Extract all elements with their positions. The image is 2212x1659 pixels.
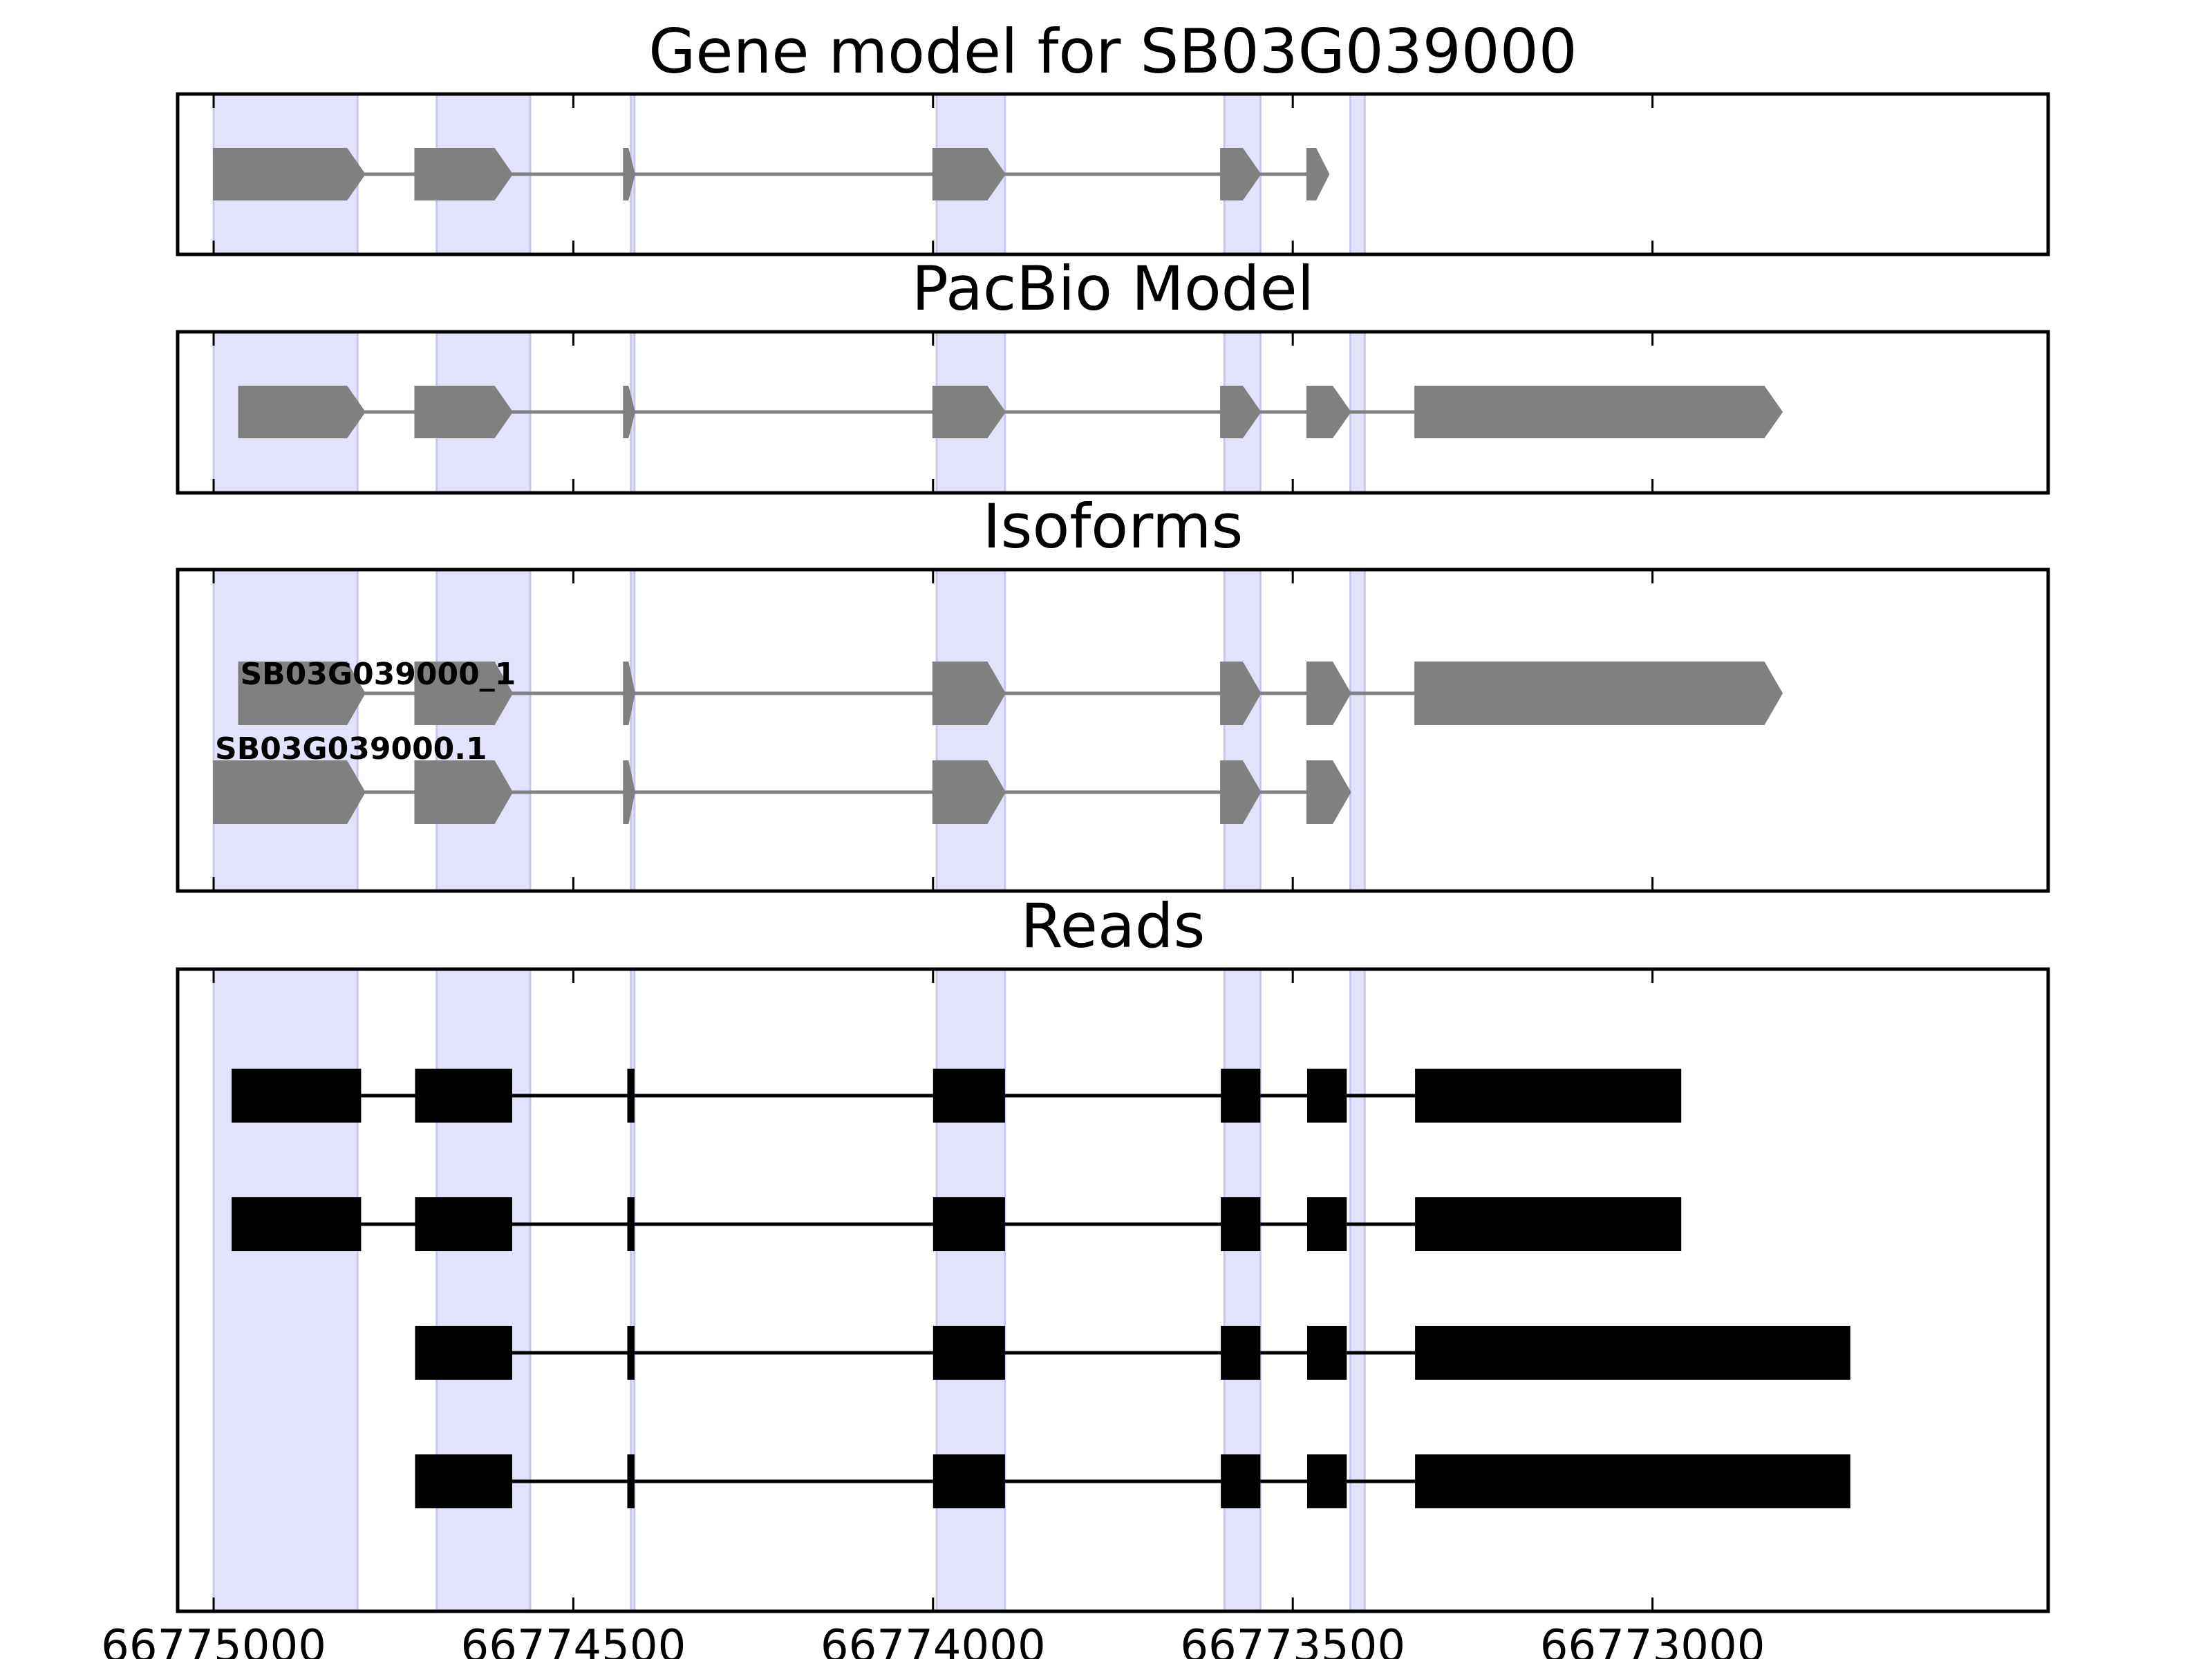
read-block	[232, 1197, 362, 1251]
exon-shape	[238, 386, 366, 438]
x-tick-label: 66775000	[101, 1621, 326, 1659]
highlight-region	[435, 968, 532, 1613]
exon-shape	[1414, 662, 1783, 725]
panel-title: Reads	[1021, 890, 1206, 962]
x-tick-label: 66774500	[461, 1621, 686, 1659]
exon-shape	[1306, 386, 1351, 438]
panel-title: Isoforms	[983, 491, 1244, 562]
panel-frame	[176, 330, 2050, 495]
read-block	[1307, 1454, 1347, 1508]
highlight-region	[1223, 968, 1262, 1613]
exon-shape	[1220, 386, 1262, 438]
exon-shape	[623, 148, 635, 200]
highlight-region	[212, 968, 359, 1613]
x-tick-label: 66774000	[821, 1621, 1046, 1659]
isoform-label: SB03G039000.1	[215, 731, 487, 767]
gene-track	[238, 386, 1783, 438]
read-block	[415, 1454, 512, 1508]
exon-shape	[414, 148, 514, 200]
exon-shape	[213, 148, 366, 200]
panel-frame	[176, 92, 2050, 256]
highlight-region	[1349, 968, 1366, 1613]
exon-shape	[1414, 386, 1783, 438]
panel-1: PacBio Model	[176, 253, 2050, 495]
exon-shape	[414, 386, 514, 438]
highlight-region	[935, 568, 1006, 892]
read-block	[627, 1197, 635, 1251]
exon-shape	[932, 760, 1006, 824]
read-track	[232, 1197, 1682, 1251]
read-block	[1221, 1069, 1261, 1123]
exon-shape	[623, 386, 635, 438]
read-block	[627, 1454, 635, 1508]
highlight-region	[630, 968, 636, 1613]
highlight-region	[435, 568, 532, 892]
exon-shape	[932, 148, 1006, 200]
exon-shape	[414, 760, 514, 824]
read-block	[1221, 1454, 1261, 1508]
exon-shape	[1220, 148, 1262, 200]
panel-title: PacBio Model	[912, 253, 1314, 324]
read-track	[415, 1326, 1850, 1380]
exon-shape	[1306, 148, 1330, 200]
read-block	[627, 1069, 635, 1123]
read-block	[1221, 1326, 1261, 1380]
gene-track: SB03G039000_1	[238, 657, 1783, 725]
panel-3: Reads	[176, 890, 2050, 1613]
read-track	[415, 1454, 1850, 1508]
highlight-region	[630, 568, 636, 892]
highlight-region	[1223, 568, 1262, 892]
highlight-region	[935, 968, 1006, 1613]
highlight-region	[1349, 568, 1366, 892]
highlight-region	[212, 568, 359, 892]
read-block	[1415, 1197, 1682, 1251]
exon-shape	[623, 760, 635, 824]
panel-frame	[176, 967, 2050, 1613]
gene-track: SB03G039000.1	[213, 731, 1351, 824]
exon-shape	[213, 760, 366, 824]
exon-shape	[238, 662, 366, 725]
read-block	[932, 1326, 1005, 1380]
read-block	[1307, 1326, 1347, 1380]
gene-track	[213, 148, 1330, 200]
read-block	[932, 1069, 1005, 1123]
panels-layer: Gene model for SB03G039000 PacBio Model Is…	[101, 16, 2050, 1659]
read-track	[232, 1069, 1682, 1123]
exon-shape	[623, 662, 635, 725]
panel-frame	[176, 568, 2050, 893]
exon-shape	[1306, 662, 1351, 725]
x-tick-label: 66773500	[1180, 1621, 1405, 1659]
panel-0: Gene model for SB03G039000	[176, 16, 2050, 256]
read-block	[1307, 1069, 1347, 1123]
exon-shape	[932, 662, 1006, 725]
read-block	[415, 1326, 512, 1380]
exon-shape	[1220, 760, 1262, 824]
read-block	[1415, 1069, 1682, 1123]
isoform-label: SB03G039000_1	[240, 657, 516, 692]
read-block	[232, 1069, 362, 1123]
read-block	[415, 1069, 512, 1123]
x-tick-label: 66773000	[1540, 1621, 1765, 1659]
read-block	[1307, 1197, 1347, 1251]
exon-shape	[1220, 662, 1262, 725]
panel-2: Isoforms SB03G039000_1 SB03G039000.1	[176, 491, 2050, 893]
read-block	[415, 1197, 512, 1251]
exon-shape	[414, 662, 514, 725]
read-block	[932, 1454, 1005, 1508]
panel-title: Gene model for SB03G039000	[648, 16, 1577, 87]
read-block	[932, 1197, 1005, 1251]
read-block	[1415, 1454, 1850, 1508]
exon-shape	[1306, 760, 1351, 824]
read-block	[627, 1326, 635, 1380]
exon-shape	[932, 386, 1006, 438]
read-block	[1415, 1326, 1850, 1380]
highlight-region	[1349, 93, 1366, 256]
read-block	[1221, 1197, 1261, 1251]
